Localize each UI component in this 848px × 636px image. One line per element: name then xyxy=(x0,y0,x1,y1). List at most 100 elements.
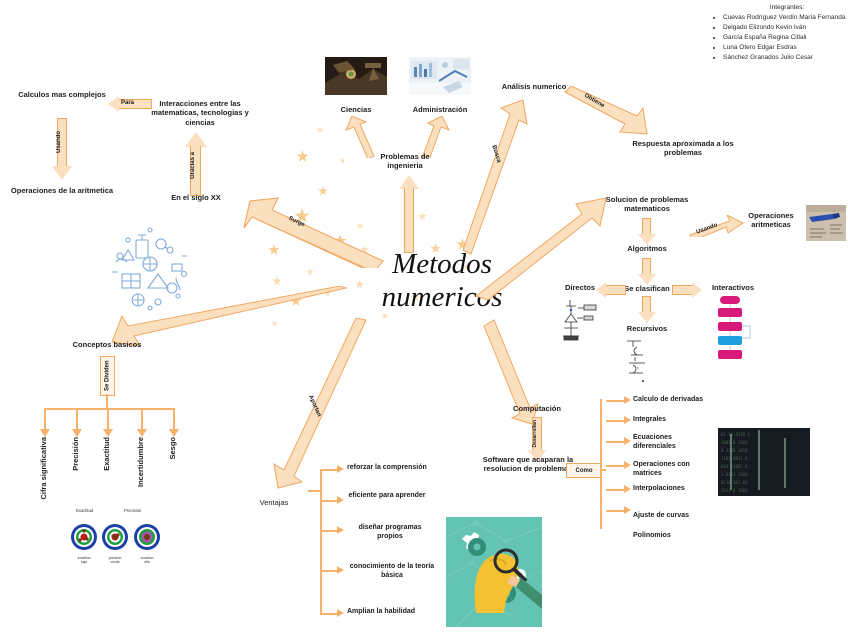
software-item: Interpolaciones xyxy=(633,485,685,492)
arrow-label-usando-izquierda: Usando xyxy=(56,131,62,154)
sparkle-icon xyxy=(306,268,314,276)
node-se-clasifican: Se clasifican xyxy=(624,284,670,293)
concept-label: Incertidumbre xyxy=(136,437,145,488)
concept-arrow-icon xyxy=(72,429,82,437)
ciencias-image xyxy=(325,57,387,95)
node-analisis-numerico: Análisis numerico xyxy=(501,82,567,91)
arrow-desarrollan xyxy=(528,417,546,463)
svg-text:x: x xyxy=(637,365,639,370)
list-line xyxy=(321,570,339,572)
concept-arrow-icon xyxy=(169,429,179,437)
pen-notebook-image xyxy=(806,205,846,241)
software-item: Ajuste de curvas xyxy=(633,512,690,519)
node-calculos-mas-complejos: Calculos mas complejos xyxy=(18,90,106,99)
concept-label: Sesgo xyxy=(168,437,177,460)
list-line xyxy=(321,500,339,502)
list-line xyxy=(321,530,339,532)
sparkle-icon xyxy=(324,290,331,297)
sparkle-icon xyxy=(290,295,302,306)
list-item: Delgado Elizondo Kevin Iván xyxy=(723,23,848,32)
sparkle-icon xyxy=(339,157,346,164)
members-heading: Integrantes: xyxy=(769,4,805,11)
administracion-image xyxy=(409,57,471,95)
arrow-to-ciencias xyxy=(340,115,376,160)
arrow-aportan xyxy=(250,317,370,498)
svg-text:01 10 0110 1: 01 10 0110 1 xyxy=(721,432,750,437)
sparkle-icon xyxy=(463,263,471,271)
node-ciencias: Ciencias xyxy=(340,105,372,114)
concept-line xyxy=(76,408,78,430)
software-item: Calculo de derivadas xyxy=(633,396,704,403)
ventaja-item: reforzar la comprensión xyxy=(347,464,427,471)
list-arrow-icon xyxy=(337,609,344,617)
node-administracion: Administración xyxy=(412,105,468,114)
ventajas-connector xyxy=(308,490,321,492)
arrow-clasifican-to-interactivos xyxy=(672,282,702,298)
software-item: Ecuaciones diferenciales xyxy=(633,434,676,450)
svg-text:Exactitud: Exactitud xyxy=(76,508,94,513)
arrow-center-to-ingenieria xyxy=(399,175,419,253)
members-list: Cuevas Rodríguez Verdín María Fernanda D… xyxy=(712,13,848,62)
svg-text:exactitud: exactitud xyxy=(78,556,91,560)
list-item: Luna Otero Edgar Esdras xyxy=(723,43,848,52)
sparkle-icon xyxy=(268,244,280,255)
ventaja-item: eficiente para aprender xyxy=(348,492,426,499)
arrow-surge xyxy=(228,188,388,273)
svg-text:Precision: Precision xyxy=(124,508,142,513)
concept-arrow-icon xyxy=(137,429,147,437)
software-item: Polinomios xyxy=(633,532,671,539)
sparkle-icon xyxy=(355,280,364,289)
node-interacciones: Interacciones entre las matematicas, tec… xyxy=(151,99,249,127)
list-arrow-icon xyxy=(337,496,344,504)
sparkle-icon xyxy=(418,212,427,221)
node-problemas-ingenieria: Problemas de ingenieria xyxy=(380,152,430,171)
node-directos: Directos xyxy=(564,283,595,292)
concept-arrow-icon xyxy=(40,429,50,437)
list-arrow-icon xyxy=(624,485,631,493)
svg-text:baja: baja xyxy=(81,560,87,564)
list-item: García España Regina Citlali xyxy=(723,33,848,42)
sparkle-icon xyxy=(271,320,278,327)
arrow-clasifican-to-recursivos xyxy=(638,296,656,323)
matrix-code-image: 01 10 0110 1 1001 0 1101 0 1100 1010 1101 … xyxy=(718,428,810,496)
sparkle-icon xyxy=(316,126,324,134)
recursivos-formula-image: x xyxy=(623,335,665,385)
node-conceptos-basicos: Conceptos basicos xyxy=(72,340,142,349)
list-arrow-icon xyxy=(337,526,344,534)
arrow-label-como: Como xyxy=(566,463,602,478)
svg-text:media: media xyxy=(111,560,120,564)
svg-text:1011 0 1001: 1011 0 1001 xyxy=(721,488,748,493)
concept-label: Cifra significativa xyxy=(39,437,48,500)
concept-line xyxy=(173,408,175,430)
arrow-obtiene xyxy=(563,85,653,144)
list-line xyxy=(606,400,626,402)
sparkle-icon xyxy=(430,243,441,254)
node-software: Software que acaparan la resolucion de p… xyxy=(482,455,574,474)
software-item: Operaciones con matrices xyxy=(633,461,690,477)
arrow-label-desarrollan: Desarrollan xyxy=(532,420,538,448)
sparkle-icon xyxy=(356,222,364,230)
directos-diagram-image xyxy=(560,296,600,344)
conceptos-spine xyxy=(44,408,174,410)
arrow-center-to-solucion xyxy=(470,190,610,301)
list-line xyxy=(606,420,626,422)
accuracy-precision-targets-image: Exactitud Precision xyxy=(62,503,168,569)
sparkle-icon xyxy=(318,186,328,196)
ventajas-spine xyxy=(320,469,322,615)
arrow-to-administracion xyxy=(420,115,456,161)
list-line xyxy=(606,489,626,491)
svg-text:0 1100 1010: 0 1100 1010 xyxy=(721,448,748,453)
conceptos-stem xyxy=(106,394,108,409)
list-arrow-icon xyxy=(624,437,631,445)
sparkle-icon xyxy=(381,312,389,320)
svg-text:1001 0 1101: 1001 0 1101 xyxy=(721,440,748,445)
arrow-solucion-to-algoritmos xyxy=(638,218,656,245)
node-interactivos: Interactivos xyxy=(711,283,755,292)
brain-gears-image xyxy=(446,517,542,627)
sparkle-icon xyxy=(456,238,469,250)
interactivos-flowchart-image xyxy=(712,294,758,371)
sparkle-icon xyxy=(272,276,282,286)
concept-arrow-icon xyxy=(103,429,113,437)
list-arrow-icon xyxy=(624,396,631,404)
